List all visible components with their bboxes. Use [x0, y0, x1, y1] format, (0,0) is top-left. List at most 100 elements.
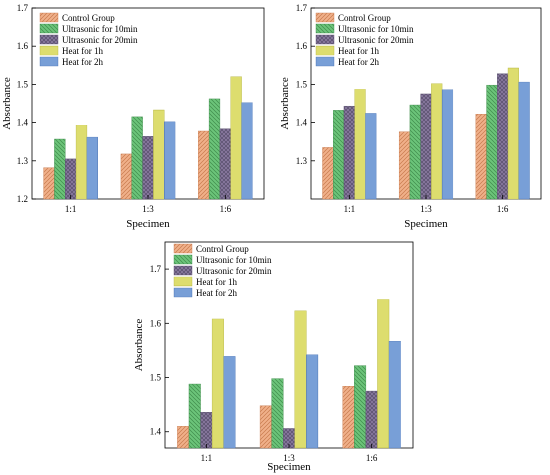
y-tick-label: 1.7	[150, 264, 162, 274]
bar-1-6-series-5	[241, 102, 253, 200]
legend-swatch	[315, 56, 335, 67]
legend-swatch	[39, 23, 59, 34]
y-tick-label: 1.4	[150, 427, 162, 437]
y-tick-label: 1.4	[296, 118, 308, 128]
bar-1-3-series-3	[142, 136, 154, 200]
bar-1-1-series-5	[86, 136, 98, 200]
legend-label: Control Group	[196, 244, 249, 254]
x-tick-label: 1:3	[142, 204, 154, 214]
bar-1-6-series-5	[388, 341, 401, 449]
bar-1-6-series-1	[342, 386, 355, 449]
legend-label: Ultrasonic for 10min	[338, 24, 414, 34]
legend-swatch	[315, 45, 335, 56]
x-axis-title: Specimen	[267, 461, 311, 473]
bar-1-6-series-2	[354, 365, 367, 449]
bar-1-1-series-1	[43, 167, 55, 200]
legend-swatch	[315, 34, 335, 45]
bar-1-3-series-4	[431, 83, 443, 200]
legend-swatch	[173, 243, 193, 254]
bar-1-3-series-5	[441, 89, 454, 200]
chart-panel-2: 1.3 1.4 1.5 1.6 1.7 1:1 1:3 1:6 Specimen Absorban…	[279, 3, 542, 230]
bar-1-1-series-2	[54, 138, 66, 200]
legend-label: Heat for 1h	[196, 277, 237, 287]
bar-1-6-series-1	[475, 113, 487, 200]
y-tick-label: 1.6	[150, 318, 162, 328]
legend-label: Ultrasonic for 10min	[62, 24, 138, 34]
bar-1-3-series-5	[306, 354, 319, 449]
legend-label: Heat for 1h	[62, 46, 103, 56]
y-tick-label: 1.5	[150, 373, 162, 383]
bar-1-6-series-4	[507, 67, 519, 200]
y-axis-title: Absorbance	[279, 77, 291, 130]
y-tick-label: 1.2	[17, 194, 28, 204]
bar-1-1-series-1	[177, 426, 190, 449]
bar-1-3-series-1	[120, 153, 132, 200]
legend-swatch	[173, 254, 193, 265]
legend-swatch	[173, 265, 193, 276]
bar-1-3-series-4	[153, 109, 165, 200]
bar-1-1-series-3	[343, 105, 355, 200]
bar-1-3-series-1	[259, 405, 272, 449]
legend-label: Control Group	[338, 13, 391, 23]
x-tick-label: 1:3	[283, 453, 295, 463]
x-tick-label: 1:6	[220, 204, 232, 214]
bar-1-1-series-5	[365, 113, 377, 200]
bar-1-1-series-3	[65, 158, 77, 200]
legend-swatch	[39, 12, 59, 23]
y-tick-label: 1.6	[296, 41, 308, 51]
y-axis-title: Absorbance	[1, 77, 13, 130]
bar-1-6-series-5	[518, 81, 530, 200]
bar-1-3-series-3	[420, 93, 432, 200]
bar-1-1-series-2	[333, 110, 345, 200]
legend-swatch	[39, 34, 59, 45]
chart-panel-3: 1.4 1.5 1.6 1.7 1:1 1:3 1:6 Specimen Absorbance C…	[133, 241, 414, 473]
x-tick-label: 1:1	[201, 453, 213, 463]
y-tick-label: 1.6	[17, 41, 29, 51]
bar-1-6-series-2	[208, 98, 221, 200]
y-tick-label: 1.5	[17, 79, 29, 89]
legend-label: Heat for 2h	[196, 288, 237, 298]
legend-swatch	[173, 287, 193, 298]
x-tick-label: 1:3	[420, 204, 432, 214]
legend-label: Heat for 1h	[338, 46, 379, 56]
bar-1-3-series-4	[294, 310, 307, 449]
bar-1-1-series-5	[223, 356, 236, 449]
y-tick-label: 1.5	[296, 79, 308, 89]
legend-label: Ultrasonic for 20min	[196, 266, 272, 276]
y-tick-label: 1.7	[17, 3, 29, 13]
y-tick-label: 1.3	[17, 156, 29, 166]
x-axis-title: Specimen	[404, 218, 448, 230]
bar-1-3-series-2	[271, 378, 284, 449]
x-tick-label: 1:6	[366, 453, 378, 463]
legend-swatch	[315, 23, 335, 34]
bar-1-1-series-4	[354, 89, 366, 200]
bar-1-6-series-4	[377, 299, 390, 449]
y-axis-title: Absorbance	[133, 319, 145, 372]
legend-swatch	[39, 45, 59, 56]
y-tick-label: 1.7	[296, 3, 308, 13]
bar-1-6-series-4	[230, 76, 242, 200]
x-tick-label: 1:1	[344, 204, 356, 214]
y-tick-label: 1.3	[296, 156, 308, 166]
x-tick-label: 1:1	[65, 204, 77, 214]
bar-1-3-series-2	[409, 104, 421, 200]
bar-1-3-series-5	[164, 121, 176, 200]
y-tick-label: 1.4	[17, 118, 29, 128]
legend-label: Ultrasonic for 20min	[62, 35, 138, 45]
bar-1-1-series-1	[322, 147, 334, 200]
legend-label: Control Group	[62, 13, 115, 23]
legend-label: Heat for 2h	[62, 57, 103, 67]
legend-swatch	[173, 276, 193, 287]
bar-1-1-series-2	[188, 383, 201, 449]
x-tick-label: 1:6	[497, 204, 509, 214]
legend-label: Heat for 2h	[338, 57, 379, 67]
legend-label: Ultrasonic for 10min	[196, 255, 272, 265]
bar-1-6-series-1	[198, 130, 210, 200]
legend-swatch	[39, 56, 59, 67]
bar-1-6-series-3	[497, 73, 509, 200]
bar-1-6-series-3	[365, 390, 378, 449]
legend-label: Ultrasonic for 20min	[338, 35, 414, 45]
